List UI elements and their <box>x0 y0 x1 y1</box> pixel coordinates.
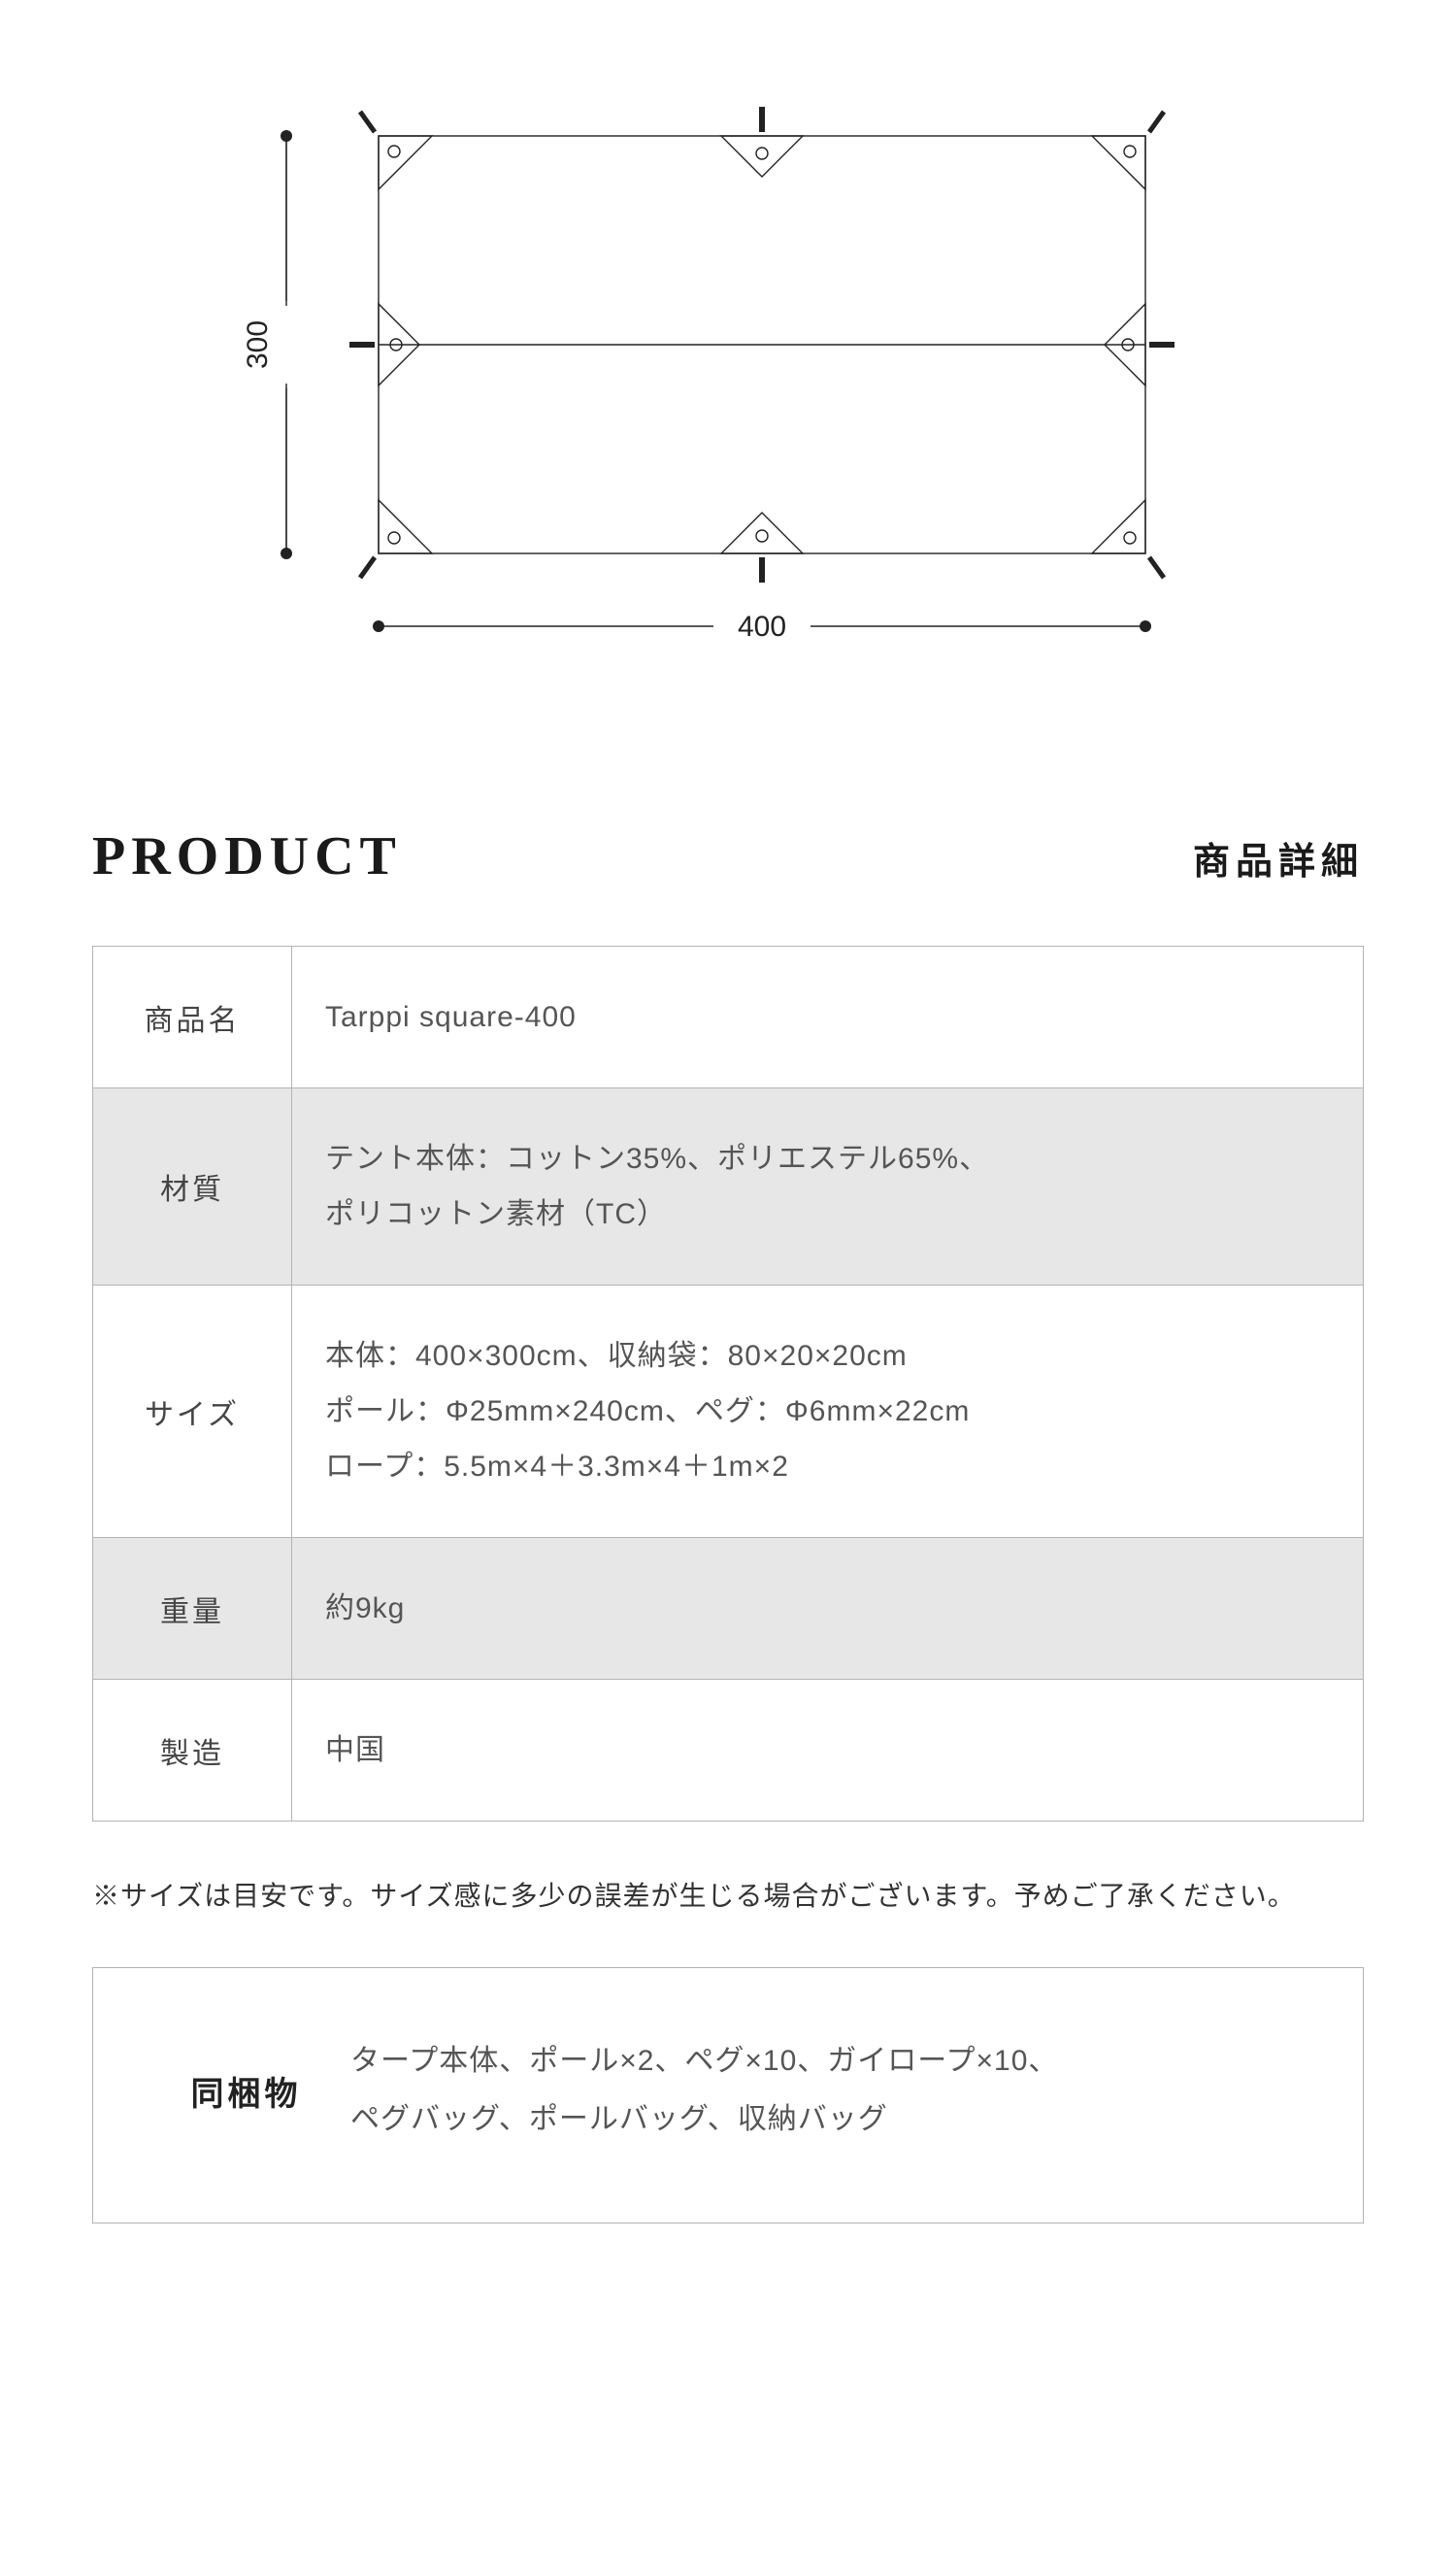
table-row: サイズ本体：400×300cm、収納袋：80×20×20cmポール：Φ25mm×… <box>93 1286 1364 1538</box>
table-row: 重量約9kg <box>93 1538 1364 1680</box>
svg-text:400: 400 <box>738 611 786 643</box>
size-note: ※サイズは目安です。サイズ感に多少の誤差が生じる場合がございます。予めご了承くだ… <box>0 1875 1456 1914</box>
spec-table: 商品名Tarppi square-400材質テント本体：コットン35%、ポリエス… <box>92 946 1364 1822</box>
spec-row-label: 商品名 <box>93 947 292 1088</box>
svg-text:300: 300 <box>242 320 274 369</box>
dimension-diagram: 300 400 <box>0 0 1456 786</box>
included-label: 同梱物 <box>142 2067 350 2115</box>
section-header: PRODUCT 商品詳細 <box>0 825 1456 887</box>
spec-row-label: 重量 <box>93 1538 292 1680</box>
spec-row-label: 製造 <box>93 1680 292 1822</box>
table-row: 商品名Tarppi square-400 <box>93 947 1364 1088</box>
included-box: 同梱物 タープ本体、ポール×2、ペグ×10、ガイロープ×10、ペグバッグ、ポール… <box>92 1967 1364 2223</box>
spec-row-value: Tarppi square-400 <box>292 947 1364 1088</box>
section-title: PRODUCT <box>92 825 402 887</box>
spec-row-label: サイズ <box>93 1286 292 1538</box>
spec-row-value: 約9kg <box>292 1538 1364 1680</box>
table-row: 製造中国 <box>93 1680 1364 1822</box>
spec-row-value: 中国 <box>292 1680 1364 1822</box>
page-root: 300 400 PRODUCT 商品詳細 商品名Tarppi square-400… <box>0 0 1456 2223</box>
tarp-diagram-svg: 300 400 <box>223 107 1233 689</box>
spec-row-value: テント本体：コットン35%、ポリエステル65%、ポリコットン素材（TC） <box>292 1088 1364 1286</box>
included-text: タープ本体、ポール×2、ペグ×10、ガイロープ×10、ペグバッグ、ポールバッグ、… <box>350 2032 1058 2149</box>
spec-row-value: 本体：400×300cm、収納袋：80×20×20cmポール：Φ25mm×240… <box>292 1286 1364 1538</box>
spec-row-label: 材質 <box>93 1088 292 1286</box>
table-row: 材質テント本体：コットン35%、ポリエステル65%、ポリコットン素材（TC） <box>93 1088 1364 1286</box>
section-subtitle: 商品詳細 <box>1193 831 1364 885</box>
